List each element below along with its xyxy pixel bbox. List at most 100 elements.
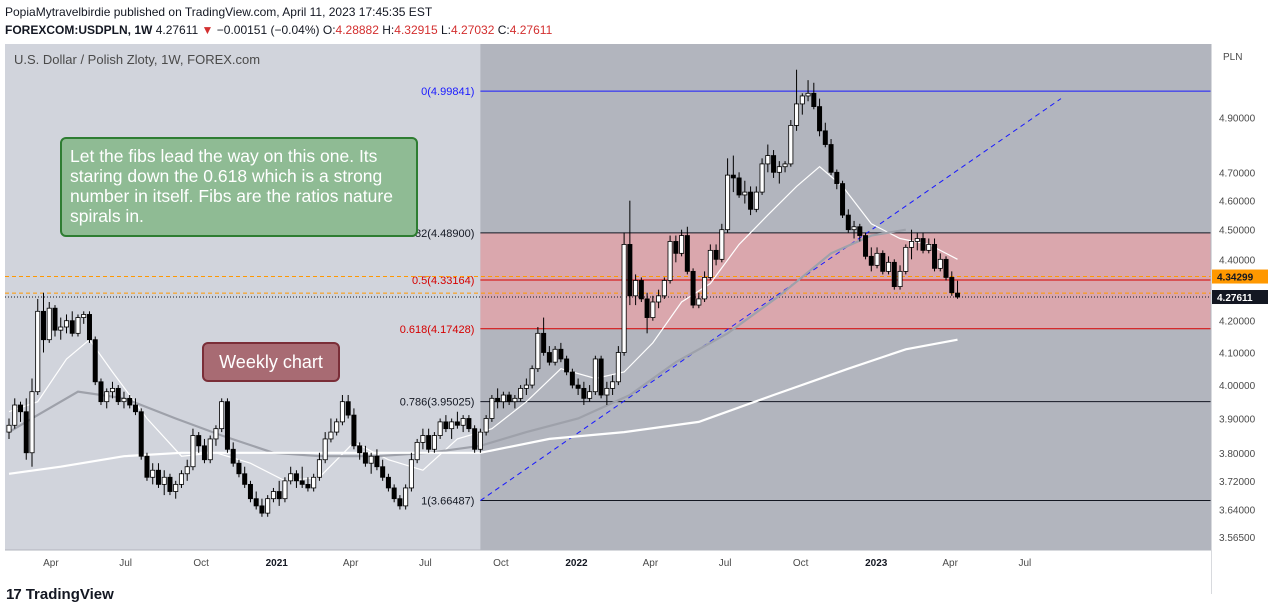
candle-body	[81, 314, 87, 318]
candle	[811, 82, 817, 110]
candle-body	[592, 358, 598, 393]
candle-body	[472, 428, 478, 450]
candle-body	[943, 258, 949, 278]
candle	[650, 295, 656, 321]
candle	[840, 180, 846, 219]
candle	[121, 391, 127, 409]
candle-body	[443, 421, 449, 430]
candle-body	[736, 177, 742, 196]
candle-body	[75, 317, 81, 334]
candle	[633, 274, 639, 306]
candle	[322, 432, 328, 464]
candle	[6, 418, 12, 439]
candle	[518, 385, 524, 402]
weekly-annotation[interactable]: Weekly chart	[202, 342, 340, 382]
price-chart[interactable]: 0(4.99841) 0.382(4.48900) 0.5(4.33164) 0.61…	[5, 44, 1269, 594]
candle-body	[874, 252, 880, 266]
candle	[178, 470, 184, 488]
publish-line: PopiaMytravelbirdie published on Trading…	[5, 5, 433, 19]
price-tick-label: 3.56500	[1219, 533, 1256, 544]
candle	[765, 144, 771, 173]
candle-body	[644, 298, 650, 318]
candle-body	[230, 448, 236, 464]
candle-body	[345, 401, 351, 416]
candle-body	[69, 320, 75, 334]
candle-body	[667, 241, 673, 281]
currency-label: PLN	[1223, 52, 1242, 63]
candle	[506, 391, 512, 406]
candle-body	[52, 307, 58, 331]
candle-body	[150, 469, 156, 478]
time-tick-label: 2022	[565, 558, 588, 569]
candle-body	[581, 387, 587, 399]
candle	[909, 229, 915, 260]
candle-body	[127, 397, 133, 406]
candle-body	[512, 397, 518, 403]
candle-body	[575, 384, 581, 389]
low-value: 4.27032	[451, 23, 495, 37]
tradingview-brand[interactable]: 17 TradingView	[6, 586, 114, 603]
candle-body	[805, 92, 811, 97]
candle	[449, 418, 455, 439]
candle-body	[840, 183, 846, 216]
candle	[408, 452, 414, 492]
candle-body	[834, 171, 840, 184]
price-badge: 4.34299	[1212, 269, 1268, 284]
candle-body	[897, 270, 903, 287]
chart-title: U.S. Dollar / Polish Zloty, 1W, FOREX.co…	[14, 52, 260, 67]
candle	[592, 355, 598, 396]
candle-body	[742, 191, 748, 196]
candle-body	[937, 258, 943, 269]
candle	[385, 473, 391, 492]
candle	[782, 161, 788, 173]
candle-body	[431, 435, 437, 450]
candle	[69, 311, 75, 337]
candle	[351, 408, 357, 450]
candle-body	[552, 348, 558, 363]
candle	[477, 428, 483, 453]
candle-body	[771, 155, 777, 173]
candle-body	[765, 155, 771, 165]
candle-body	[242, 473, 248, 485]
candle-body	[725, 174, 731, 231]
candle	[173, 480, 179, 499]
time-tick-label: Apr	[43, 558, 59, 569]
candle	[627, 200, 633, 306]
candle	[880, 250, 886, 275]
candle-body	[6, 424, 12, 433]
candle-body	[426, 435, 432, 450]
time-tick-label: Jul	[719, 558, 732, 569]
candle-body	[420, 435, 426, 443]
candle	[270, 487, 276, 503]
candle-body	[357, 445, 363, 454]
candle	[259, 498, 265, 517]
candle	[799, 93, 805, 115]
candle-body	[794, 103, 800, 126]
candle-body	[454, 421, 460, 426]
candle-body	[949, 277, 955, 294]
candle-body	[362, 452, 368, 464]
candle-body	[541, 332, 547, 353]
candle-body	[627, 244, 633, 297]
candle-body	[173, 483, 179, 492]
candle	[150, 463, 156, 485]
candle	[615, 346, 621, 386]
chart-container[interactable]: 0(4.99841) 0.382(4.48900) 0.5(4.33164) 0.61…	[5, 44, 1269, 594]
note-annotation[interactable]: Let the fibs lead the way on this one. I…	[60, 137, 418, 237]
candle	[794, 69, 800, 131]
candle	[748, 186, 754, 216]
candle-body	[799, 95, 805, 105]
time-tick-label: 2023	[865, 558, 888, 569]
candle-body	[437, 421, 443, 436]
candle-body	[368, 455, 374, 464]
candle-body	[167, 476, 173, 492]
candle-body	[58, 326, 64, 331]
candle-body	[259, 505, 265, 514]
candle	[316, 452, 322, 481]
candle	[673, 235, 679, 263]
candle-body	[374, 455, 380, 468]
fib-label-0-382: 0.382(4.48900)	[400, 228, 475, 240]
candle	[546, 346, 552, 366]
candle-body	[460, 418, 466, 426]
price-tick-label: 4.20000	[1219, 317, 1256, 328]
